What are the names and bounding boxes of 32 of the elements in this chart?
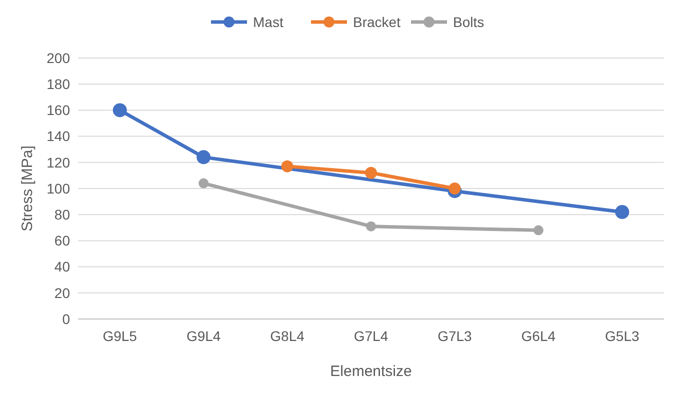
point (615, 204, 630, 219)
y-tick-label: 40 (54, 258, 70, 275)
point (198, 178, 209, 188)
point (448, 182, 461, 194)
point (281, 160, 294, 172)
y-tick-label: 180 (46, 76, 70, 92)
y-tick-label: 0 (62, 310, 70, 327)
y-tick-label: 140 (46, 128, 70, 144)
x-tick-label: G6L4 (521, 328, 556, 344)
x-tick-label: G5L3 (605, 328, 640, 344)
legend-label: Bolts (453, 14, 484, 30)
y-tick-label: 200 (46, 50, 70, 66)
y-tick-label: 20 (54, 284, 70, 301)
point (196, 150, 211, 164)
y-axis-title: Stress [MPa] (19, 146, 36, 232)
x-tick-label: G8L4 (270, 328, 305, 344)
x-tick-label: G7L4 (354, 328, 388, 344)
y-tick-label: 100 (46, 180, 70, 196)
point (366, 221, 376, 232)
point (365, 166, 377, 179)
point (112, 103, 127, 118)
point (533, 225, 544, 236)
legend-label: Mast (253, 14, 284, 30)
x-tick-label: G9L5 (102, 328, 138, 344)
x-tick-label: G9L4 (186, 328, 221, 344)
x-tick-label: G7L3 (438, 328, 472, 344)
y-tick-label: 160 (46, 102, 70, 118)
legend-label: Bracket (353, 14, 401, 30)
y-tick-label: 120 (46, 154, 70, 170)
x-axis-title: Elementsize (330, 363, 412, 380)
y-tick-label: 60 (54, 232, 70, 249)
y-tick-label: 80 (54, 206, 70, 222)
